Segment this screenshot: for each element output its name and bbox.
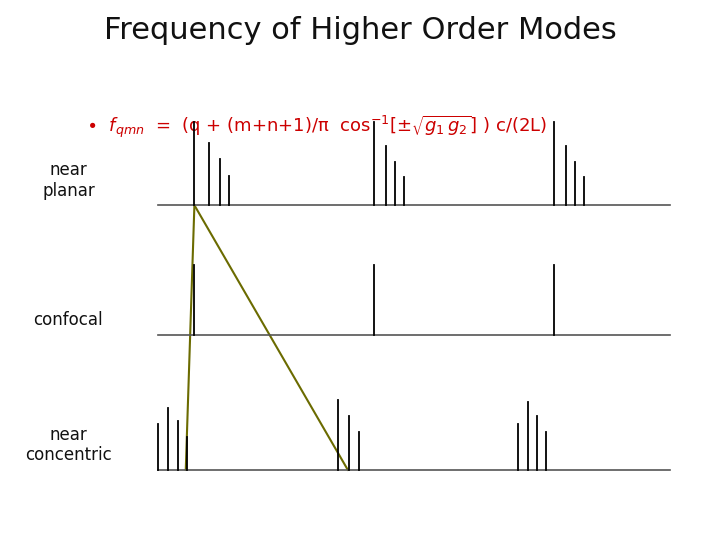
Text: Frequency of Higher Order Modes: Frequency of Higher Order Modes — [104, 16, 616, 45]
Text: near
planar: near planar — [42, 161, 95, 200]
Text: near
concentric: near concentric — [25, 426, 112, 464]
Text: confocal: confocal — [34, 312, 103, 329]
Text: $\bullet$  $f_{qmn}$  =  (q + (m+n+1)/π  cos$^{-1}$[±$\sqrt{g_1\,g_2}$] ) c/(2L): $\bullet$ $f_{qmn}$ = (q + (m+n+1)/π cos… — [86, 113, 547, 140]
